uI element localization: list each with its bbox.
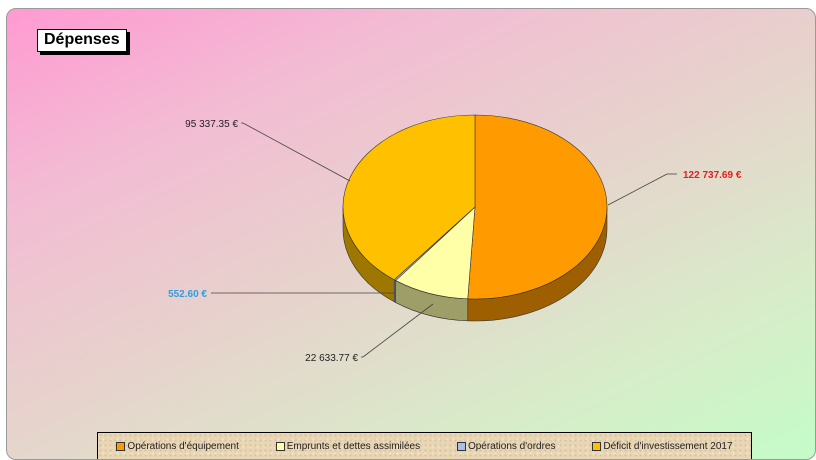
pie-chart: 122 737.69 € 22 633.77 € 552.60 € 95 337.35… xyxy=(168,114,742,364)
legend-label-1: Emprunts et dettes assimilées xyxy=(286,440,421,452)
chart-title: Dépenses xyxy=(37,29,127,52)
legend-swatch-1 xyxy=(275,441,285,451)
legend-label-2: Opérations d'ordres xyxy=(467,440,556,452)
legend-swatch-0 xyxy=(116,441,126,451)
legend-item-2: Opérations d'ordres xyxy=(456,440,556,452)
legend-swatch-2 xyxy=(456,441,466,451)
legend-item-3: Déficit d'investissement 2017 xyxy=(592,440,733,452)
pie-slice-1 xyxy=(395,206,476,300)
leader-line-0 xyxy=(607,173,668,206)
chart-frame: Dépenses 122 737.69 € 22 633.77 € 552.60 €… xyxy=(6,8,816,460)
value-label-3: 95 337.35 € xyxy=(185,119,238,130)
value-label-0: 122 737.69 € xyxy=(683,170,742,181)
legend-item-1: Emprunts et dettes assimilées xyxy=(275,440,421,452)
value-label-1: 22 633.77 € xyxy=(305,353,358,364)
legend-label-3: Déficit d'investissement 2017 xyxy=(603,440,733,452)
legend-swatch-3 xyxy=(592,441,602,451)
legend: Opérations d'équipement Emprunts et dette… xyxy=(97,432,752,459)
pie-slice-0 xyxy=(467,114,608,300)
leader-line-3 xyxy=(242,122,351,182)
pie-slice-3 xyxy=(342,114,476,281)
pie-side-walls xyxy=(342,206,608,322)
legend-label-0: Opérations d'équipement xyxy=(127,440,239,452)
leader-line-1 xyxy=(362,303,434,358)
value-label-2: 552.60 € xyxy=(168,289,207,300)
legend-item-0: Opérations d'équipement xyxy=(116,440,239,452)
